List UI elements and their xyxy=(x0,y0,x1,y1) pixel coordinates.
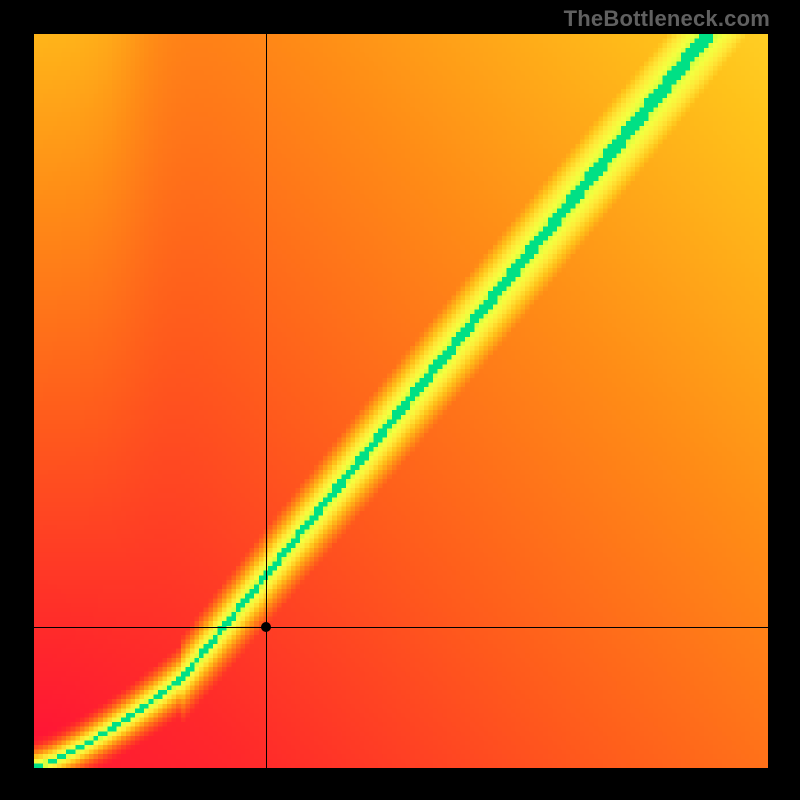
heatmap-canvas xyxy=(34,34,768,768)
marker-point xyxy=(261,622,271,632)
crosshair-horizontal xyxy=(34,627,768,628)
chart-container: TheBottleneck.com xyxy=(0,0,800,800)
watermark-label: TheBottleneck.com xyxy=(564,6,770,32)
crosshair-vertical xyxy=(266,34,267,768)
